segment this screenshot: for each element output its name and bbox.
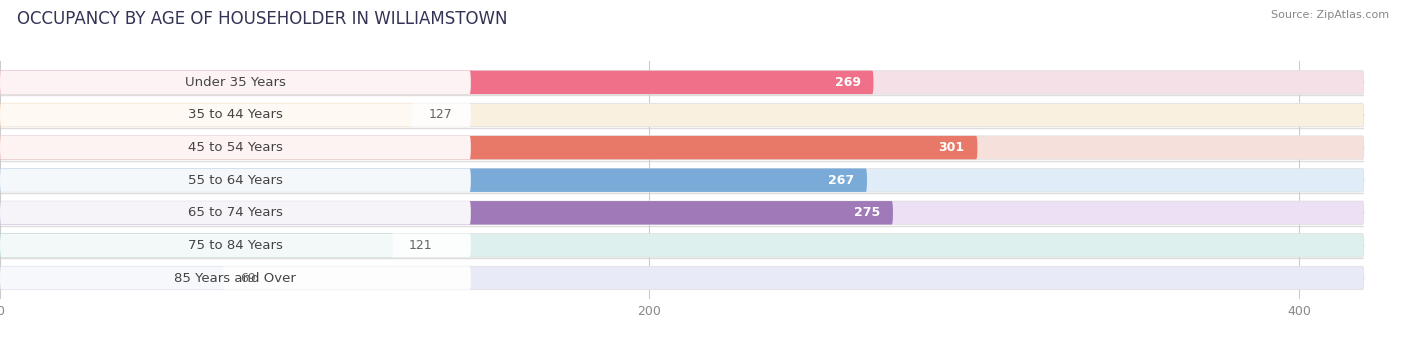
Text: 45 to 54 Years: 45 to 54 Years [188,141,283,154]
FancyBboxPatch shape [0,234,471,257]
FancyBboxPatch shape [0,201,893,224]
FancyBboxPatch shape [0,266,471,290]
FancyBboxPatch shape [0,71,471,94]
FancyBboxPatch shape [0,103,1364,127]
FancyBboxPatch shape [0,168,471,192]
FancyBboxPatch shape [0,71,873,94]
FancyBboxPatch shape [0,234,1364,257]
FancyBboxPatch shape [0,136,977,159]
FancyBboxPatch shape [0,168,1364,192]
Text: 121: 121 [409,239,433,252]
Text: 65 to 74 Years: 65 to 74 Years [188,206,283,219]
FancyBboxPatch shape [0,71,1364,94]
Text: 35 to 44 Years: 35 to 44 Years [188,108,283,121]
Text: 127: 127 [429,108,453,121]
FancyBboxPatch shape [0,136,471,159]
Text: OCCUPANCY BY AGE OF HOUSEHOLDER IN WILLIAMSTOWN: OCCUPANCY BY AGE OF HOUSEHOLDER IN WILLI… [17,10,508,28]
Text: 75 to 84 Years: 75 to 84 Years [188,239,283,252]
Text: 275: 275 [853,206,880,219]
FancyBboxPatch shape [0,168,868,192]
Text: 55 to 64 Years: 55 to 64 Years [188,174,283,187]
FancyBboxPatch shape [0,103,471,127]
FancyBboxPatch shape [0,201,471,224]
FancyBboxPatch shape [0,234,392,257]
Text: Source: ZipAtlas.com: Source: ZipAtlas.com [1271,10,1389,20]
Text: 269: 269 [835,76,860,89]
FancyBboxPatch shape [0,266,224,290]
Text: 301: 301 [938,141,965,154]
FancyBboxPatch shape [0,136,1364,159]
FancyBboxPatch shape [0,103,412,127]
Text: 85 Years and Over: 85 Years and Over [174,272,297,285]
Text: 69: 69 [240,272,256,285]
Text: 267: 267 [828,174,853,187]
Text: Under 35 Years: Under 35 Years [186,76,285,89]
FancyBboxPatch shape [0,201,1364,224]
FancyBboxPatch shape [0,266,1364,290]
